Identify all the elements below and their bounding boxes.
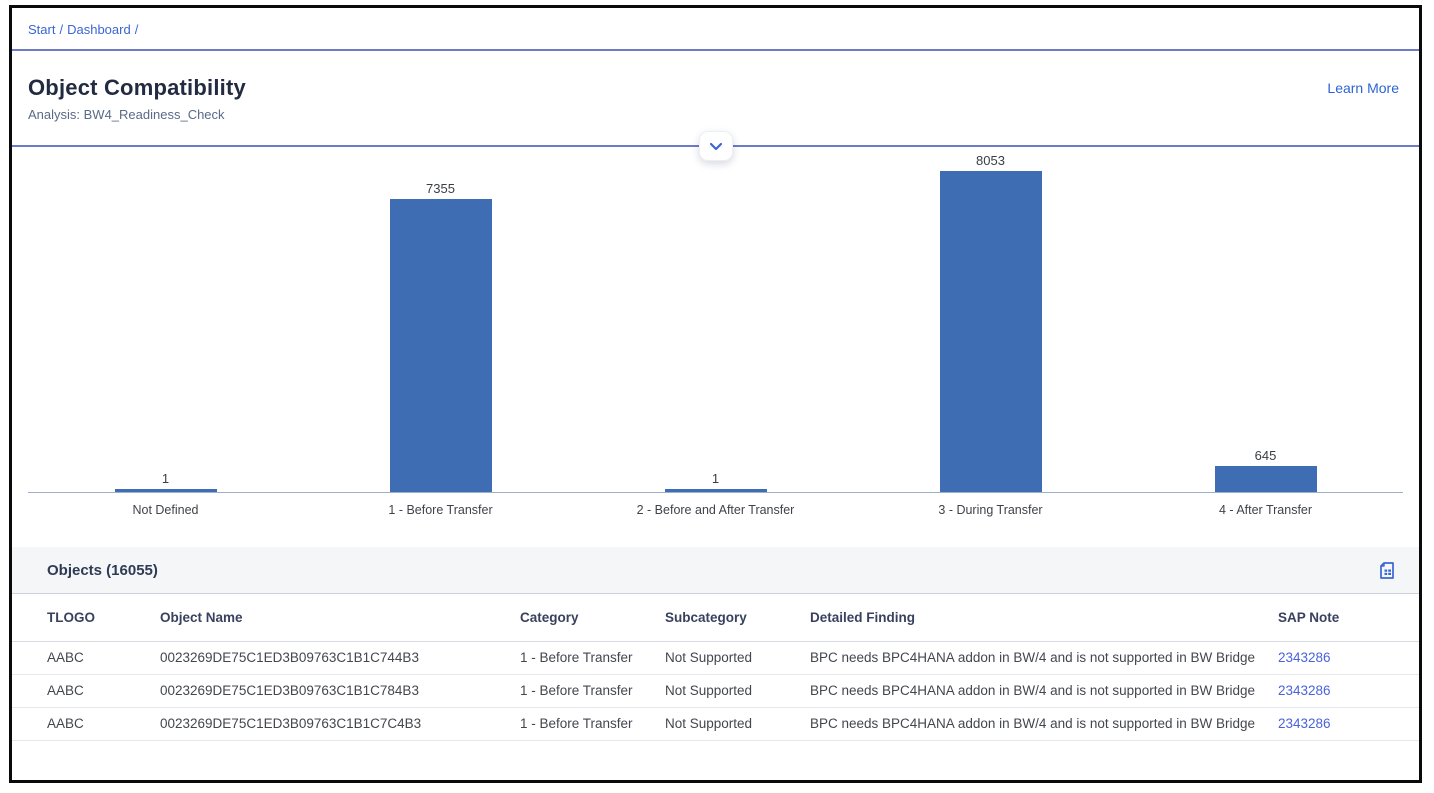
export-to-spreadsheet-icon: [1378, 561, 1397, 580]
objects-table: TLOGO Object Name Category Subcategory Detai…: [12, 594, 1419, 741]
chart-category-axis: Not Defined 1 - Before Transfer 2 - Before…: [28, 503, 1403, 517]
chevron-down-icon: [709, 142, 723, 151]
cell-subcategory: Not Supported: [665, 641, 810, 675]
chart-bar[interactable]: [664, 489, 767, 492]
chart-column: 1: [578, 471, 853, 492]
chart-column: 1: [28, 471, 303, 492]
category-label: 3 - During Transfer: [938, 503, 1043, 517]
header-divider: [12, 131, 1419, 161]
category-label: Not Defined: [132, 503, 199, 517]
column-header-tlogo[interactable]: TLOGO: [12, 594, 160, 642]
chart-bar[interactable]: [1214, 466, 1317, 492]
bar-value-label: 645: [1254, 448, 1277, 463]
sap-note-link[interactable]: 2343286: [1278, 650, 1331, 665]
cell-detailed-finding: BPC needs BPC4HANA addon in BW/4 and is …: [810, 674, 1278, 708]
chart-column: 7355: [303, 181, 578, 492]
breadcrumb-separator: /: [134, 22, 139, 37]
cell-detailed-finding: BPC needs BPC4HANA addon in BW/4 and is …: [810, 707, 1278, 741]
chart-plot-area: 1 7355 1 8053 645: [28, 147, 1403, 493]
cell-object-name: 0023269DE75C1ED3B09763C1B1C784B3: [160, 674, 520, 708]
sap-note-link[interactable]: 2343286: [1278, 683, 1331, 698]
breadcrumb-link-start[interactable]: Start: [28, 22, 56, 37]
chart-bar[interactable]: [114, 489, 217, 492]
column-header-object-name[interactable]: Object Name: [160, 594, 520, 642]
table-row[interactable]: AABC 0023269DE75C1ED3B09763C1B1C784B3 1 - …: [12, 674, 1419, 708]
table-row[interactable]: AABC 0023269DE75C1ED3B09763C1B1C7C4B3 1 - …: [12, 707, 1419, 741]
chart-bar[interactable]: [939, 171, 1042, 492]
objects-table-section: Objects (16055) TLOGO Object Name Category…: [12, 547, 1419, 741]
sap-note-link[interactable]: 2343286: [1278, 716, 1331, 731]
cell-category: 1 - Before Transfer: [520, 674, 665, 708]
chart-column: 8053: [853, 153, 1128, 492]
cell-category: 1 - Before Transfer: [520, 707, 665, 741]
app-window: Start / Dashboard / Object Compatibility Le…: [9, 5, 1422, 783]
detailed-finding-text: BPC needs BPC4HANA addon in BW/4 and is …: [810, 683, 1255, 698]
bar-value-label: 1: [711, 471, 720, 486]
cell-sap-note: 2343286: [1278, 707, 1419, 741]
cell-sap-note: 2343286: [1278, 674, 1419, 708]
breadcrumb: Start / Dashboard /: [12, 8, 1419, 51]
page-title: Object Compatibility: [28, 75, 246, 100]
cell-subcategory: Not Supported: [665, 674, 810, 708]
export-button[interactable]: [1378, 561, 1397, 580]
collapse-header-button[interactable]: [698, 131, 733, 161]
chart-bar[interactable]: [389, 199, 492, 492]
table-row[interactable]: AABC 0023269DE75C1ED3B09763C1B1C744B3 1 - …: [12, 641, 1419, 675]
cell-category: 1 - Before Transfer: [520, 641, 665, 675]
page-header: Object Compatibility Learn More Analysis…: [12, 51, 1419, 145]
column-header-sap-note[interactable]: SAP Note: [1278, 594, 1419, 642]
table-header-row: TLOGO Object Name Category Subcategory Detai…: [12, 594, 1419, 642]
bar-value-label: 7355: [426, 181, 455, 196]
bar-value-label: 1: [161, 471, 170, 486]
column-header-category[interactable]: Category: [520, 594, 665, 642]
column-header-subcategory[interactable]: Subcategory: [665, 594, 810, 642]
cell-subcategory: Not Supported: [665, 707, 810, 741]
learn-more-link[interactable]: Learn More: [1327, 80, 1399, 96]
breadcrumb-link-dashboard[interactable]: Dashboard: [67, 22, 131, 37]
bar-value-label: 8053: [976, 153, 1005, 168]
table-toolbar: Objects (16055): [12, 547, 1419, 594]
cell-tlogo: AABC: [12, 641, 160, 675]
category-label: 2 - Before and After Transfer: [636, 503, 795, 517]
analysis-subtitle: Analysis: BW4_Readiness_Check: [28, 107, 225, 122]
column-header-detailed-finding[interactable]: Detailed Finding: [810, 594, 1278, 642]
cell-object-name: 0023269DE75C1ED3B09763C1B1C7C4B3: [160, 707, 520, 741]
bar-chart: 1 7355 1 8053 645 Not Defined 1 - Before Tran…: [12, 147, 1419, 517]
detailed-finding-text: BPC needs BPC4HANA addon in BW/4 and is …: [810, 650, 1255, 665]
category-label: 1 - Before Transfer: [388, 503, 493, 517]
cell-tlogo: AABC: [12, 707, 160, 741]
breadcrumb-separator: /: [59, 22, 64, 37]
cell-sap-note: 2343286: [1278, 641, 1419, 675]
detailed-finding-text: BPC needs BPC4HANA addon in BW/4 and is …: [810, 716, 1255, 731]
category-label: 4 - After Transfer: [1218, 503, 1313, 517]
cell-detailed-finding: BPC needs BPC4HANA addon in BW/4 and is …: [810, 641, 1278, 675]
chart-column: 645: [1128, 448, 1403, 492]
table-title: Objects (16055): [47, 561, 158, 579]
cell-object-name: 0023269DE75C1ED3B09763C1B1C744B3: [160, 641, 520, 675]
cell-tlogo: AABC: [12, 674, 160, 708]
